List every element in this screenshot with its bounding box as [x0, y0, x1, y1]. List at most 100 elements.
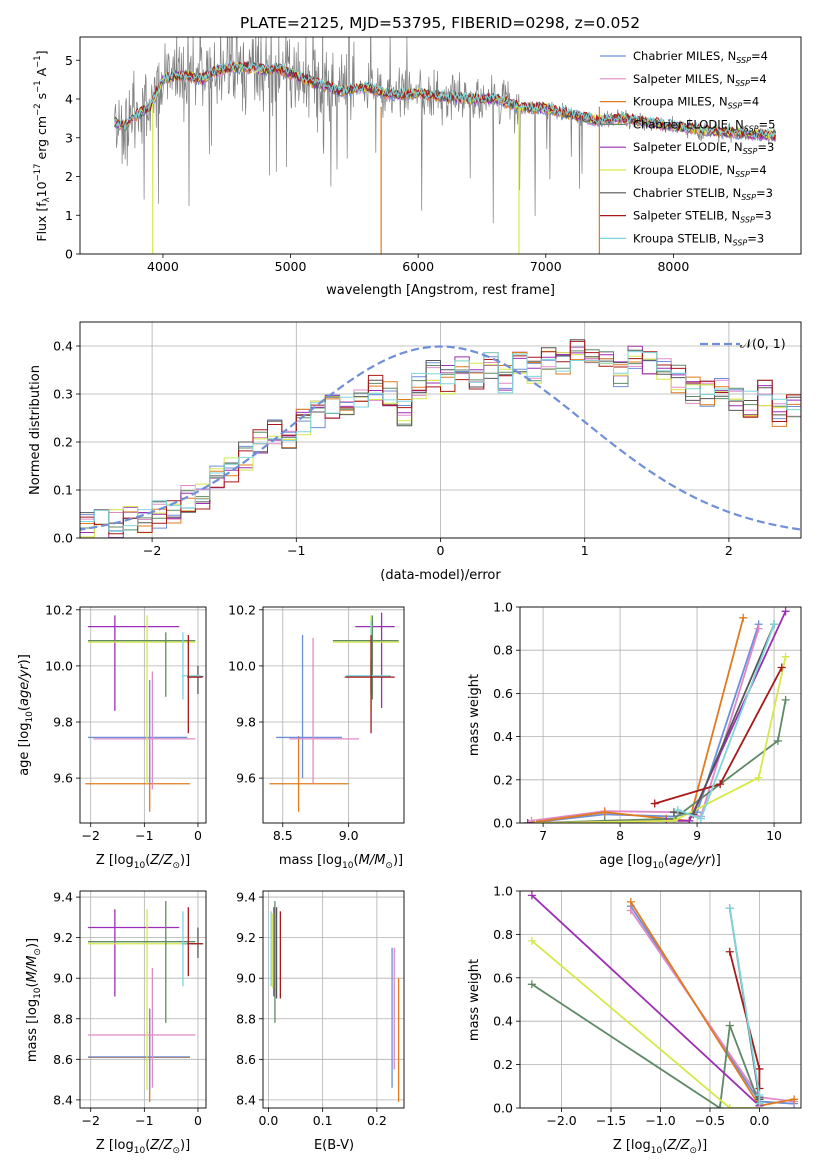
series-point-kroupa_miles	[790, 1095, 799, 1104]
y-tick-label: 8.4	[53, 1092, 73, 1107]
series-point-kroupa_stelib	[696, 814, 705, 823]
series-point-kroupa_elodie	[754, 773, 763, 782]
residuals-axes: −2 −1 0 1 2 0.0 0.1 0.2 0.3 0.4 𝒩(0, 1) (data-model…	[28, 321, 802, 583]
axes-frame: −2.0 −1.5 −1.0 −0.5 0.0 0.0 0.2 0.4 0.6 0.8 1.0 Z […	[467, 884, 802, 1156]
axes-border	[519, 890, 802, 1109]
label-part: ⊙	[385, 861, 393, 871]
label-part: (	[354, 853, 359, 868]
axes-border	[519, 606, 802, 824]
spectrum-ylabel: Flux [fλ10−17 erg cm−2 s−1 A−1]	[33, 50, 52, 241]
label-part: 10	[34, 181, 49, 197]
y-tick-label: 0.8	[493, 927, 513, 942]
legend-entry-kroupa_miles: Kroupa MILES, NSSP=4	[633, 95, 759, 111]
figure-title: PLATE=2125, MJD=53795, FIBERID=0298, z=0…	[240, 14, 640, 32]
x-tick-label: −1	[135, 1113, 153, 1128]
y-tick-label: 0.2	[493, 772, 513, 787]
axes-border	[262, 606, 405, 824]
label-part: SSP	[736, 56, 751, 65]
label-part: =4	[742, 95, 759, 109]
plot-area	[527, 891, 799, 1108]
y-tick-label: 8.6	[53, 1052, 73, 1067]
y-tick-label: 5	[65, 53, 73, 68]
label-part: Z [log	[96, 853, 134, 868]
y-tick-label: 10.2	[228, 602, 256, 617]
series-point-chabrier_elodie	[527, 980, 536, 989]
label-part: 10	[651, 1146, 663, 1156]
plot-area	[88, 901, 204, 1102]
series-point-salpeter_elodie	[685, 816, 694, 823]
axes-frame: −2 −1 08.48.68.89.09.29.4Z [log10(Z/Z⊙)]ma…	[25, 890, 207, 1156]
x-tick-label: 8.5	[273, 828, 293, 843]
label-part: Kroupa MILES, N	[633, 95, 728, 109]
mass-vs-ebv-xlabel: E(B-V)	[314, 1138, 354, 1153]
label-part: Flux [f	[34, 202, 49, 242]
label-part: M/M	[359, 853, 386, 868]
label-part: M/M	[25, 956, 40, 983]
label-part: ⊙	[172, 861, 180, 871]
age-vs-z-ylabel: age [log10(age/yr)]	[17, 654, 35, 776]
series-point-salpeter_stelib	[716, 780, 725, 789]
label-part: =5	[759, 117, 776, 131]
y-tick-label: 1.0	[493, 884, 513, 899]
series-point-kroupa_stelib	[673, 806, 682, 815]
y-tick-label: 9.2	[236, 930, 256, 945]
axes-border	[79, 890, 207, 1109]
series-point-salpeter_stelib	[755, 1064, 764, 1073]
y-tick-label: 10.0	[45, 658, 73, 673]
y-tick-label: 0.3	[53, 387, 73, 402]
label-part: (	[25, 982, 40, 987]
label-part: A	[34, 67, 49, 80]
series-point-kroupa_elodie	[725, 1104, 734, 1108]
series-point-kroupa_stelib	[755, 1090, 764, 1099]
y-tick-label: 8.6	[236, 1052, 256, 1067]
series-point-salpeter_miles	[754, 624, 763, 633]
label-part: Z/Z	[666, 1138, 690, 1153]
y-tick-label: 3	[65, 130, 73, 145]
y-tick-label: 0.6	[493, 686, 513, 701]
series-line-chabrier_elodie	[535, 699, 787, 823]
label-part: Salpeter ELODIE, N	[633, 140, 743, 154]
x-tick-label: 0.2	[367, 1113, 387, 1128]
series-point-kroupa_elodie	[781, 652, 790, 661]
plot-area	[85, 615, 204, 812]
y-tick-label: 10.0	[228, 658, 256, 673]
mass-vs-z-axes: −2 −1 08.48.68.89.09.29.4Z [log10(Z/Z⊙)]ma…	[25, 890, 207, 1156]
label-part: 10	[134, 1146, 146, 1156]
series-line-salpeter_stelib	[654, 667, 783, 805]
histogram-salpeter_stelib	[80, 340, 801, 535]
histogram-chabrier_elodie	[80, 349, 801, 531]
label-part: =3	[757, 140, 774, 154]
label-part: Z [log	[613, 1138, 651, 1153]
histogram-kroupa_miles	[80, 352, 801, 527]
gaussian-legend-label: 𝒩(0, 1)	[740, 336, 786, 351]
y-tick-label: 8.4	[236, 1092, 256, 1107]
label-part: Salpeter MILES, N	[633, 72, 735, 86]
histogram-salpeter_elodie	[80, 345, 801, 538]
label-part: 10	[342, 861, 354, 871]
series-point-kroupa_elodie	[527, 936, 536, 945]
series-line-chabrier_miles	[630, 905, 795, 1105]
histogram-salpeter_miles	[80, 347, 801, 525]
axes-frame: −2 −1 09.69.810.010.2Z [log10(Z/Z⊙)]age [l…	[17, 602, 207, 871]
label-part: age/yr	[17, 663, 32, 706]
label-part: )]	[180, 853, 190, 868]
y-tick-label: 0	[65, 247, 73, 262]
label-part: mass [log	[279, 853, 342, 868]
label-part: s	[34, 93, 49, 104]
y-tick-label: 1	[65, 208, 73, 223]
series-point-chabrier_elodie	[725, 1021, 734, 1030]
series-point-chabrier_elodie	[781, 695, 790, 704]
label-part: =3	[755, 209, 772, 223]
x-tick-label: −2	[82, 828, 100, 843]
y-tick-label: 1.0	[493, 600, 513, 615]
series-point-kroupa_elodie	[531, 819, 540, 823]
label-part: 10	[33, 987, 43, 999]
label-part: 10	[134, 861, 146, 871]
label-part: Z/Z	[149, 1138, 173, 1153]
y-tick-label: 8.8	[236, 1011, 256, 1026]
series-point-kroupa_stelib	[770, 620, 779, 629]
